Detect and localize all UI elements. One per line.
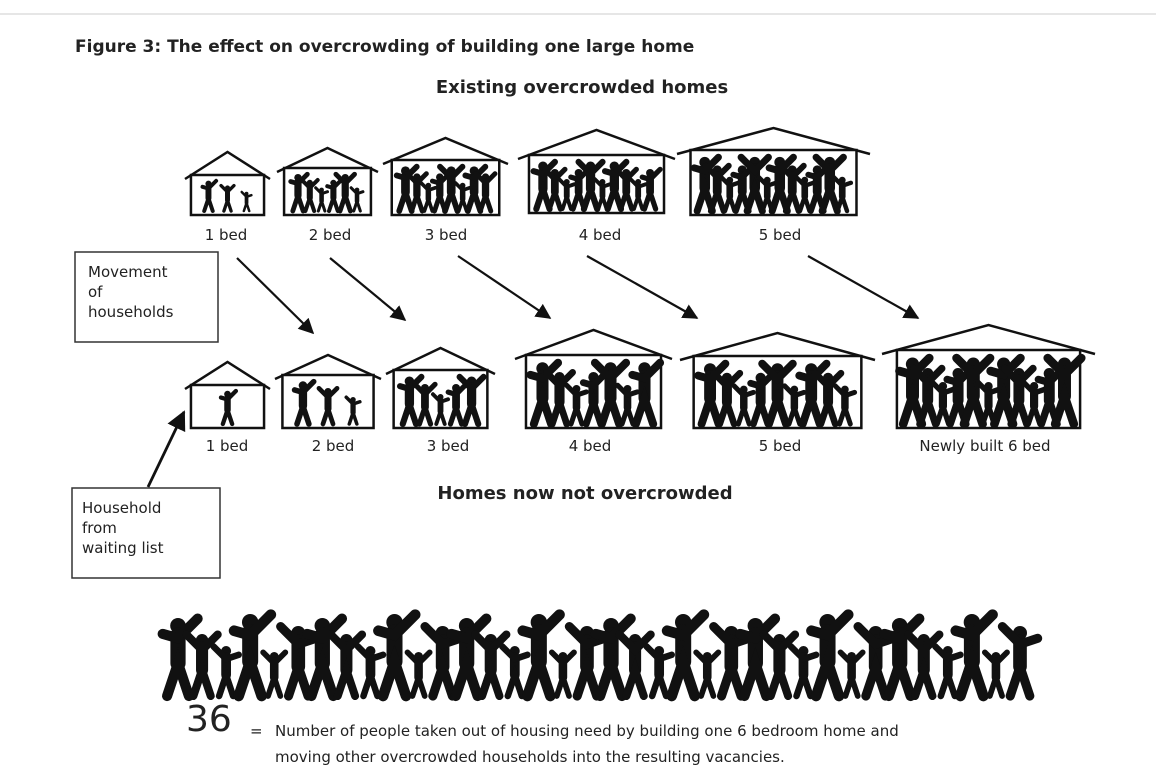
existing-heading: Existing overcrowded homes <box>436 77 728 98</box>
waiting-box-text: waiting list <box>82 539 164 557</box>
house-label: 2 bed <box>312 437 355 455</box>
house-label: 4 bed <box>569 437 612 455</box>
house-label: 5 bed <box>759 437 802 455</box>
house-label: 3 bed <box>427 437 470 455</box>
result-heading: Homes now not overcrowded <box>437 483 732 504</box>
waiting-box-text: from <box>82 519 117 537</box>
movement-box-text: households <box>88 303 174 321</box>
movement-box-text: of <box>88 283 103 301</box>
house-label: 3 bed <box>425 226 468 244</box>
diagram: Figure 3: The effect on overcrowding of … <box>0 0 1156 779</box>
total-number: 36 <box>186 699 232 740</box>
house-label: Newly built 6 bed <box>919 437 1050 455</box>
house-label: 1 bed <box>206 437 249 455</box>
total-description: Number of people taken out of housing ne… <box>275 722 899 740</box>
waiting-box-text: Household <box>82 499 161 517</box>
house-label: 1 bed <box>205 226 248 244</box>
movement-box-text: Movement <box>88 263 168 281</box>
house-label: 4 bed <box>579 226 622 244</box>
equals-sign: = <box>250 722 263 740</box>
house-label: 5 bed <box>759 226 802 244</box>
total-description: moving other overcrowded households into… <box>275 748 785 766</box>
house-label: 2 bed <box>309 226 352 244</box>
figure-title: Figure 3: The effect on overcrowding of … <box>75 37 694 57</box>
